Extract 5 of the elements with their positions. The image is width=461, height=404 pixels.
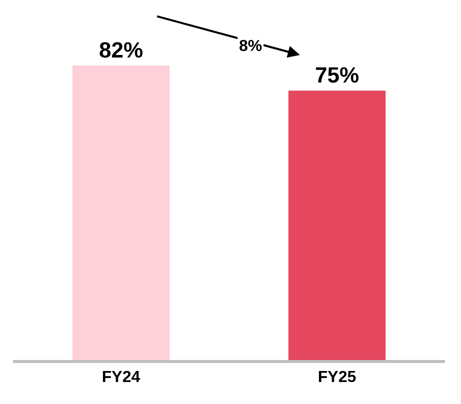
text: 8% xyxy=(239,38,262,55)
data-label: 75% xyxy=(314,62,360,88)
x-tick-label: FY24 xyxy=(102,369,140,386)
data-label: 82% xyxy=(98,38,144,62)
x-tick-label: FY25 xyxy=(318,369,356,386)
